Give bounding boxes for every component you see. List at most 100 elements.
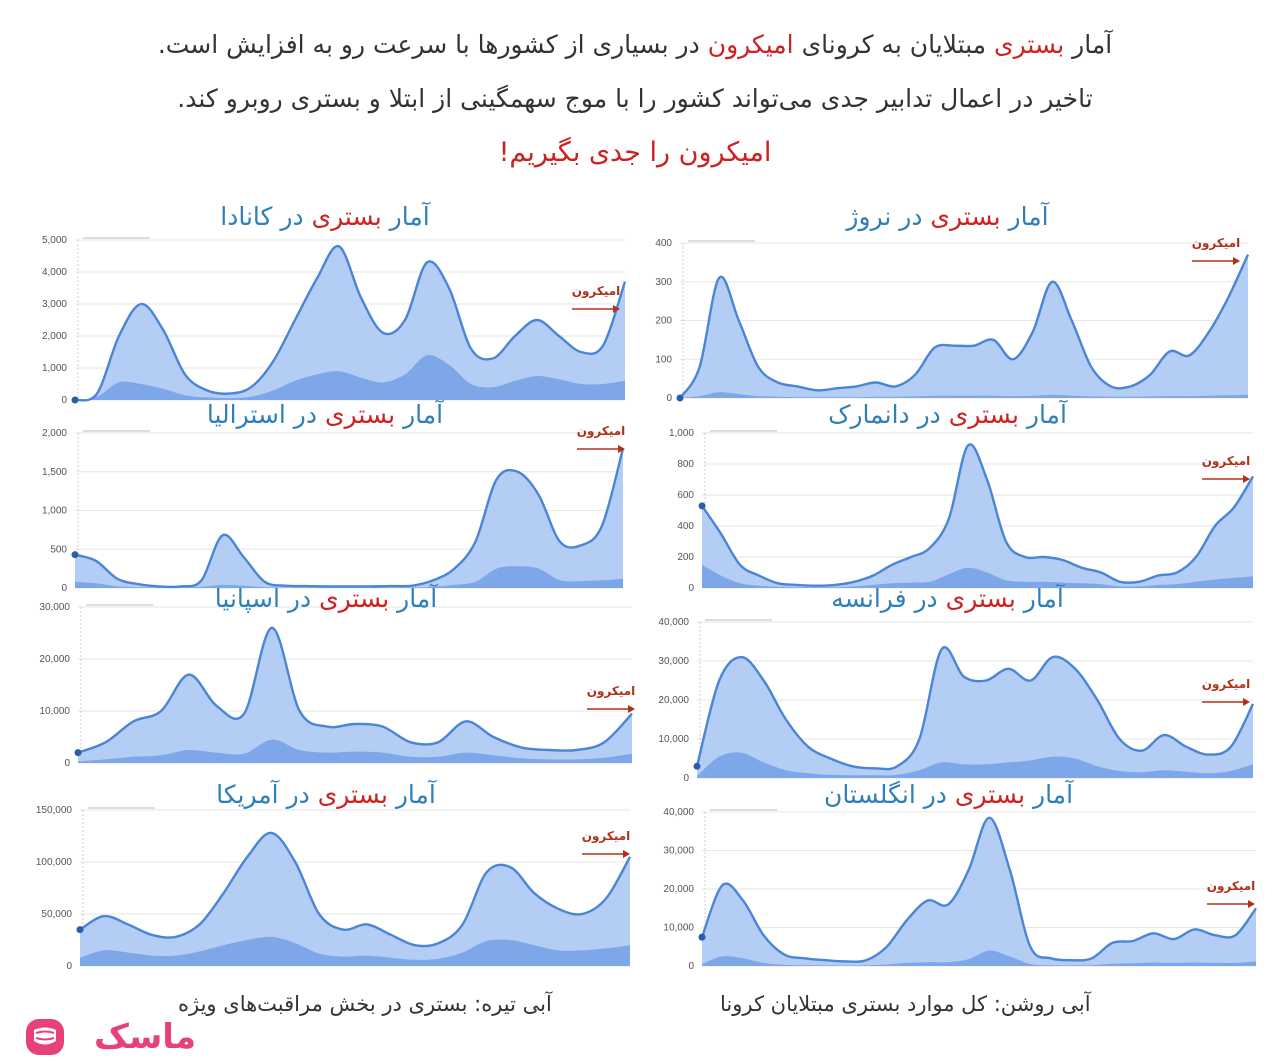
series-area-icu <box>697 752 1253 778</box>
y-tick-label: 300 <box>655 277 672 288</box>
chart-svg-norway: 0 100 200 300 400 امیکرون <box>655 236 1250 404</box>
y-tick-label: 20,000 <box>39 654 70 665</box>
y-tick-label: 10,000 <box>663 923 694 934</box>
y-tick-label: 400 <box>677 521 694 532</box>
series-area-icu <box>702 950 1256 966</box>
omicron-arrowhead <box>1248 900 1255 908</box>
y-tick-label: 4,000 <box>42 267 67 278</box>
y-tick-label: 30,000 <box>39 602 70 613</box>
y-tick-label: 1,500 <box>42 467 67 478</box>
y-tick-label: 0 <box>64 758 70 769</box>
mask-logo: ماسک <box>22 1016 196 1058</box>
y-tick-label: 10,000 <box>39 706 70 717</box>
start-point <box>74 749 82 757</box>
y-tick-label: 10,000 <box>658 734 689 745</box>
series-area-icu <box>80 936 630 966</box>
mask-logo-text: ماسک <box>94 1017 197 1057</box>
omicron-arrowhead <box>628 705 635 713</box>
omicron-label: امیکرون <box>1202 677 1251 692</box>
y-tick-label: 50,000 <box>41 909 72 920</box>
y-tick-label: 200 <box>677 552 694 563</box>
y-tick-label: 40,000 <box>663 807 694 818</box>
omicron-arrowhead <box>618 445 625 453</box>
chart-panel-australia: آمار بستری در استرالیا 0 500 1,000 1,500 2,00… <box>20 400 630 594</box>
chart-title-canada: آمار بستری در کانادا <box>220 202 430 231</box>
chart-svg-canada: 0 1,000 2,000 3,000 4,000 5,000 امیکرون <box>42 235 627 406</box>
y-tick-label: 20,000 <box>663 884 694 895</box>
y-tick-label: 5,000 <box>42 235 67 246</box>
y-tick-label: 100 <box>655 354 672 365</box>
chart-panel-norway: آمار بستری در نروژ 0 100 200 300 400 امیکرون <box>640 202 1255 406</box>
y-tick-label: 150,000 <box>36 805 73 816</box>
y-tick-label: 2,000 <box>42 428 67 439</box>
omicron-label: امیکرون <box>577 424 626 439</box>
chart-svg-spain: 0 10,000 20,000 30,000 امیکرون <box>39 602 635 769</box>
series-area-total <box>702 817 1256 966</box>
series-area-total <box>680 254 1248 398</box>
series-line-total <box>74 448 625 589</box>
chart-title-uk: آمار بستری در انگلستان <box>823 780 1074 809</box>
chart-svg-australia: 0 500 1,000 1,500 2,000 امیکرون <box>42 424 626 594</box>
series-line-total <box>678 254 1250 399</box>
chart-title-denmark: آمار بستری در دانمارک <box>828 400 1067 429</box>
y-tick-label: 0 <box>683 773 689 784</box>
y-tick-label: 200 <box>655 316 672 327</box>
y-tick-label: 0 <box>61 395 67 406</box>
headline-line-1: آمار بستری مبتلایان به کرونای امیکرون در… <box>157 30 1113 59</box>
chart-panel-canada: آمار بستری در کانادا 0 1,000 2,000 3,000 4,00… <box>20 202 630 406</box>
y-tick-label: 0 <box>688 961 694 972</box>
y-tick-label: 0 <box>61 583 67 594</box>
omicron-label: امیکرون <box>1207 879 1256 894</box>
series-area-total <box>75 448 623 588</box>
series-line-total <box>695 646 1255 771</box>
series-line-total <box>700 816 1257 963</box>
chart-svg-france: 0 10,000 20,000 30,000 40,000 امیکرون <box>658 617 1255 784</box>
y-tick-label: 1,000 <box>42 363 67 374</box>
omicron-label: امیکرون <box>582 829 631 844</box>
start-point <box>71 551 79 559</box>
start-point <box>698 502 706 510</box>
y-tick-label: 800 <box>677 459 694 470</box>
y-tick-label: 3,000 <box>42 299 67 310</box>
series-area-icu <box>680 392 1248 398</box>
omicron-arrowhead <box>623 850 630 858</box>
chart-title-spain: آمار بستری در اسپانیا <box>214 584 438 613</box>
series-area-icu <box>702 564 1253 588</box>
y-tick-label: 100,000 <box>36 857 73 868</box>
series-area-icu <box>75 566 623 588</box>
chart-svg-denmark: 0 200 400 600 800 1,000 امیکرون <box>669 428 1255 594</box>
start-point <box>693 762 701 770</box>
headline: آمار بستری مبتلایان به کرونای امیکرون در… <box>20 18 1250 180</box>
omicron-label: امیکرون <box>1192 236 1241 251</box>
chart-title-norway: آمار بستری در نروژ <box>846 202 1049 231</box>
chart-panel-spain: آمار بستری در اسپانیا 0 10,000 20,000 30,000… <box>20 584 635 769</box>
y-tick-label: 30,000 <box>663 846 694 857</box>
y-tick-label: 1,000 <box>42 506 67 517</box>
y-tick-label: 600 <box>677 490 694 501</box>
series-line-total <box>701 443 1255 587</box>
start-point <box>71 396 79 404</box>
y-tick-label: 0 <box>688 583 694 594</box>
chart-panel-uk: آمار بستری در انگلستان 0 10,000 20,000 30,00… <box>640 780 1257 972</box>
headline-line-2: تاخیر در اعمال تدابیر جدی می‌تواند کشور … <box>177 84 1093 113</box>
chart-svg-usa: 0 50,000 100,000 150,000 امیکرون <box>36 805 632 972</box>
y-tick-label: 20,000 <box>658 695 689 706</box>
y-tick-label: 400 <box>655 238 672 249</box>
start-point <box>698 933 706 941</box>
legend-dark-blue: آبی تیره: بستری در بخش مراقبت‌های ویژه <box>178 992 552 1016</box>
y-tick-label: 40,000 <box>658 617 689 628</box>
y-tick-label: 2,000 <box>42 331 67 342</box>
series-area-total <box>75 246 625 401</box>
chart-title-france: آمار بستری در فرانسه <box>831 584 1064 613</box>
series-area-icu <box>75 354 625 400</box>
series-line-total <box>79 831 632 948</box>
series-area-total <box>697 647 1253 778</box>
y-tick-label: 0 <box>666 393 672 404</box>
omicron-label: امیکرون <box>1202 454 1251 469</box>
omicron-label: امیکرون <box>572 284 621 299</box>
series-area-total <box>702 444 1253 588</box>
chart-svg-uk: 0 10,000 20,000 30,000 40,000 امیکرون <box>663 807 1257 972</box>
chart-panel-france: آمار بستری در فرانسه 0 10,000 20,000 30,000 4… <box>640 584 1255 784</box>
chart-title-usa: آمار بستری در آمریکا <box>216 780 436 809</box>
y-tick-label: 1,000 <box>669 428 694 439</box>
